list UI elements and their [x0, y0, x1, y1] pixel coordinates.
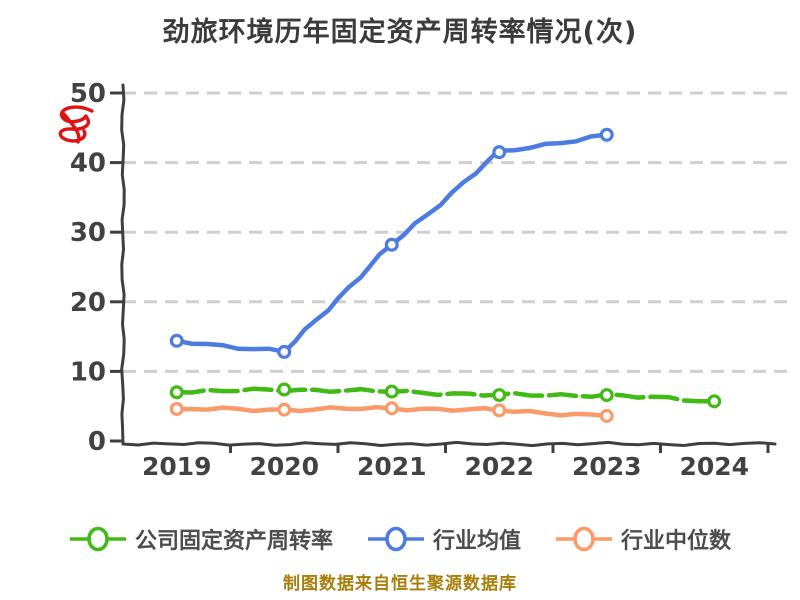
- svg-text:20: 20: [70, 288, 106, 318]
- legend-item-industry-median: 行业中位数: [555, 523, 731, 555]
- svg-text:2023: 2023: [572, 452, 642, 481]
- legend-label-industry-median: 行业中位数: [621, 529, 732, 554]
- legend-item-company-turnover: 公司固定资产周转率: [69, 523, 333, 555]
- svg-text:2021: 2021: [357, 452, 427, 481]
- svg-text:2022: 2022: [464, 452, 534, 481]
- legend-label-industry-mean: 行业均值: [432, 529, 521, 554]
- svg-text:10: 10: [70, 357, 106, 387]
- legend-marker-company-icon: [69, 526, 126, 552]
- plot-area: 0 10 20 30 40 50 2019 2020 2021 2022 2023 2024: [70, 79, 787, 481]
- svg-text:40: 40: [70, 149, 106, 179]
- legend: 公司固定资产周转率 行业均值 行业中位数: [0, 518, 800, 560]
- red-scribble-watermark-icon: [58, 105, 94, 144]
- data-source-caption: 制图数据来自恒生聚源数据库: [283, 574, 517, 594]
- svg-text:0: 0: [88, 427, 106, 457]
- svg-text:2020: 2020: [249, 452, 319, 481]
- legend-item-industry-mean: 行业均值: [367, 523, 521, 555]
- svg-text:2019: 2019: [142, 452, 212, 481]
- svg-text:2024: 2024: [679, 452, 749, 481]
- legend-marker-industry-median-icon: [556, 526, 612, 552]
- chart-title: 劲旅环境历年固定资产周转率情况(次): [162, 17, 638, 48]
- legend-marker-industry-mean-icon: [367, 526, 424, 552]
- svg-text:30: 30: [70, 218, 106, 248]
- legend-label-company: 公司固定资产周转率: [134, 529, 333, 554]
- svg-text:50: 50: [70, 79, 106, 109]
